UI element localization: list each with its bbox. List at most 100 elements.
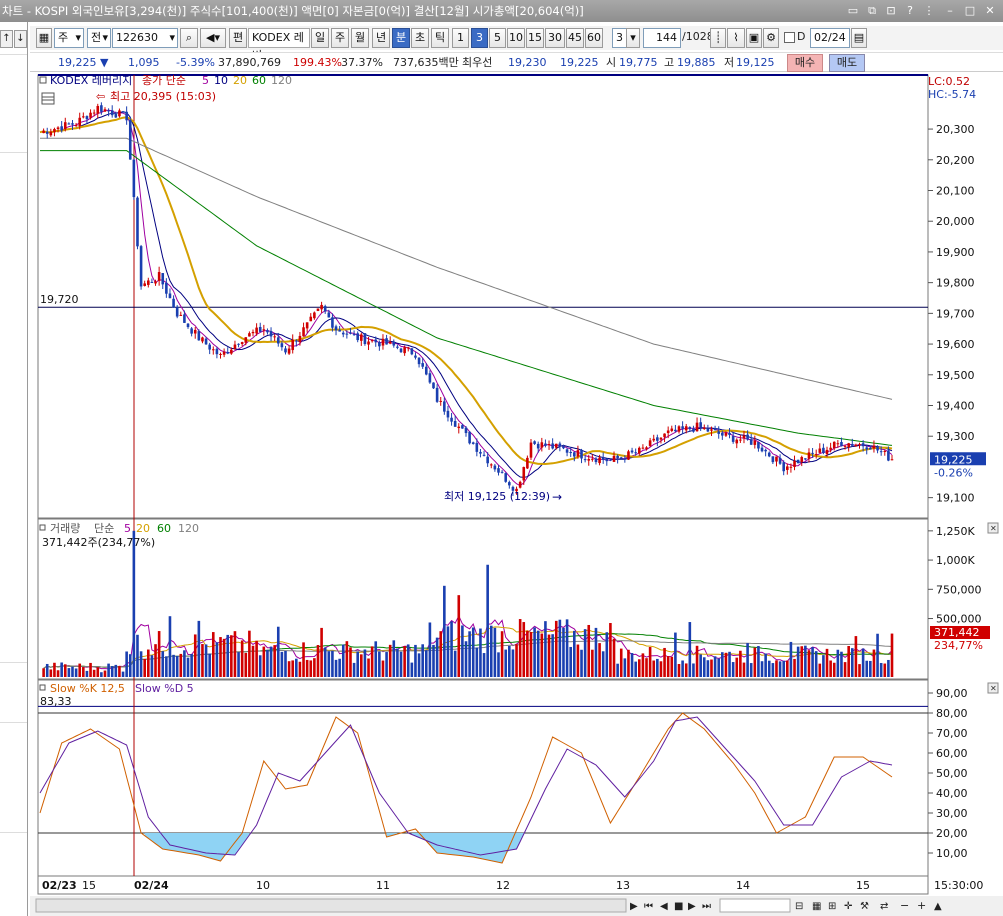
volume-bar (121, 671, 125, 677)
buy-button[interactable]: 매수 (787, 54, 823, 72)
minimize-icon[interactable]: – (947, 4, 953, 17)
candle-body (439, 400, 443, 402)
pin-icon[interactable]: ⊡ (886, 4, 896, 17)
close-icon[interactable]: ✕ (985, 4, 995, 17)
save-icon[interactable]: ▣ (746, 28, 762, 48)
interval-button-1[interactable]: 1 (452, 28, 469, 48)
interval-button-45[interactable]: 45 (566, 28, 584, 48)
period-button-2[interactable]: 월 (351, 28, 369, 48)
next-icon[interactable]: ▶ (688, 901, 696, 912)
panel-close-icon[interactable] (987, 682, 999, 694)
chart-svg[interactable]: 20,300 20,200 20,100 20,000 19,900 19,800 19,7… (30, 73, 1003, 916)
volume-bar (652, 660, 656, 677)
bar-width-icon[interactable]: ⊟ (795, 901, 803, 912)
menu-icon[interactable]: ⋮ (923, 4, 935, 17)
price-legend-name[interactable]: KODEX 레버리지 (50, 74, 132, 87)
period-button-5[interactable]: 초 (411, 28, 429, 48)
interval-button-5[interactable]: 5 (489, 28, 506, 48)
maximize-icon[interactable]: □ (964, 4, 976, 17)
candle-body (417, 357, 421, 365)
crosshair-icon[interactable]: ✛ (844, 901, 853, 912)
zoom-out-icon[interactable]: − (900, 899, 909, 912)
period-button-3[interactable]: 년 (372, 28, 390, 48)
candle-body (800, 457, 804, 462)
scroll-right-icon[interactable]: ▶ (630, 901, 638, 912)
interval-button-30[interactable]: 30 (545, 28, 565, 48)
candle-body (71, 123, 74, 125)
period-button-6[interactable]: 틱 (431, 28, 449, 48)
high-value: 19,885 (677, 56, 716, 69)
first-page-icon[interactable]: ⏮ (644, 901, 653, 912)
candle-body (67, 123, 71, 125)
restore-group-icon[interactable]: ▭ (847, 4, 859, 17)
current-volume-pct: 234,77% (934, 639, 983, 652)
interval-button-15[interactable]: 15 (526, 28, 544, 48)
scrollbar-thumb[interactable] (35, 898, 627, 913)
type-select[interactable]: 주 ▾ (54, 28, 84, 48)
ma120-legend: 120 (271, 74, 292, 87)
period-button-0[interactable]: 일 (311, 28, 329, 48)
code-input[interactable]: 122630 ▾ (112, 28, 178, 48)
volume-bar (291, 660, 295, 677)
zoom-slider[interactable] (719, 898, 791, 913)
candle-body (796, 459, 800, 464)
volume-bar (861, 648, 865, 677)
calendar-icon[interactable]: ▤ (851, 28, 867, 48)
volume-bar (515, 644, 518, 677)
volume-bar (493, 627, 497, 677)
last-page-icon[interactable]: ⏭ (702, 901, 711, 912)
volume-bar (147, 649, 150, 677)
grid-toggle-icon[interactable]: ▦ (812, 901, 821, 912)
candle-body (522, 467, 526, 481)
volume-bar (168, 616, 172, 677)
interval-button-3[interactable]: 3 (471, 28, 488, 48)
sell-button[interactable]: 매도 (829, 54, 865, 72)
lc-label: LC:0.52 (928, 75, 970, 88)
interval-button-10[interactable]: 10 (507, 28, 525, 48)
date-input[interactable]: 02/24 (810, 28, 850, 48)
tool-icon[interactable]: ⚒ (860, 901, 869, 912)
volume-bar (793, 658, 796, 677)
stoch-d-legend[interactable]: Slow %D 5 (135, 682, 194, 695)
fit-icon[interactable]: ⊞ (828, 901, 836, 912)
prev-icon[interactable]: ◀ (660, 901, 668, 912)
table-icon[interactable] (41, 92, 55, 105)
date-checkbox[interactable] (784, 32, 795, 43)
panel-close-icon[interactable] (987, 522, 999, 534)
count-input[interactable]: 144 (643, 28, 681, 48)
ruler-icon[interactable]: ┊ (710, 28, 726, 48)
period-button-1[interactable]: 주 (331, 28, 349, 48)
edit-button[interactable]: 편 (229, 28, 247, 48)
interval-button-60[interactable]: 60 (585, 28, 603, 48)
period-button-4[interactable]: 분 (392, 28, 410, 48)
volume-bar (453, 650, 457, 677)
candle-body (118, 110, 121, 117)
gear-icon[interactable]: ⚙ (763, 28, 779, 48)
volume-legend-name[interactable]: 거래량 (50, 522, 80, 535)
candle-body (349, 332, 352, 334)
search-icon[interactable]: ⌕ (180, 28, 198, 48)
link-icon[interactable]: ⧉ (868, 4, 876, 17)
stop-icon[interactable]: ■ (674, 901, 683, 912)
high-label: 고 (664, 56, 675, 69)
volume-bar (323, 647, 327, 677)
scroll-down-icon[interactable]: ↓ (14, 30, 27, 48)
zoom-in-icon[interactable]: + (917, 899, 926, 912)
chart-area[interactable]: 20,300 20,200 20,100 20,000 19,900 19,800 19,7… (30, 73, 1003, 916)
zigzag-icon[interactable]: ⌇ (727, 28, 745, 48)
scroll-up-icon[interactable]: ↑ (0, 30, 13, 48)
volume-bar (161, 651, 165, 677)
help-icon[interactable]: ? (907, 4, 913, 17)
grid-icon[interactable]: ▦ (36, 28, 52, 48)
candle-body (544, 443, 547, 446)
candle-body (710, 429, 713, 431)
left-side-panel: ↑ ↓ (0, 22, 28, 916)
toolbar: ▦ 주▾ 전▾ 122630▾ ⌕ ◀▾ 편 KODEX 레버 일주월년분초틱 … (30, 26, 1003, 62)
collapse-icon[interactable]: ▲ (934, 901, 942, 912)
stoch-k-legend[interactable]: Slow %K 12,5 (50, 682, 125, 695)
volume-bar (175, 655, 179, 677)
split-icon[interactable]: ⇄ (880, 901, 888, 912)
chevron-down-icon[interactable]: ▾ (626, 28, 640, 48)
speaker-icon[interactable]: ◀▾ (200, 28, 226, 48)
view-select[interactable]: 전 ▾ (87, 28, 111, 48)
